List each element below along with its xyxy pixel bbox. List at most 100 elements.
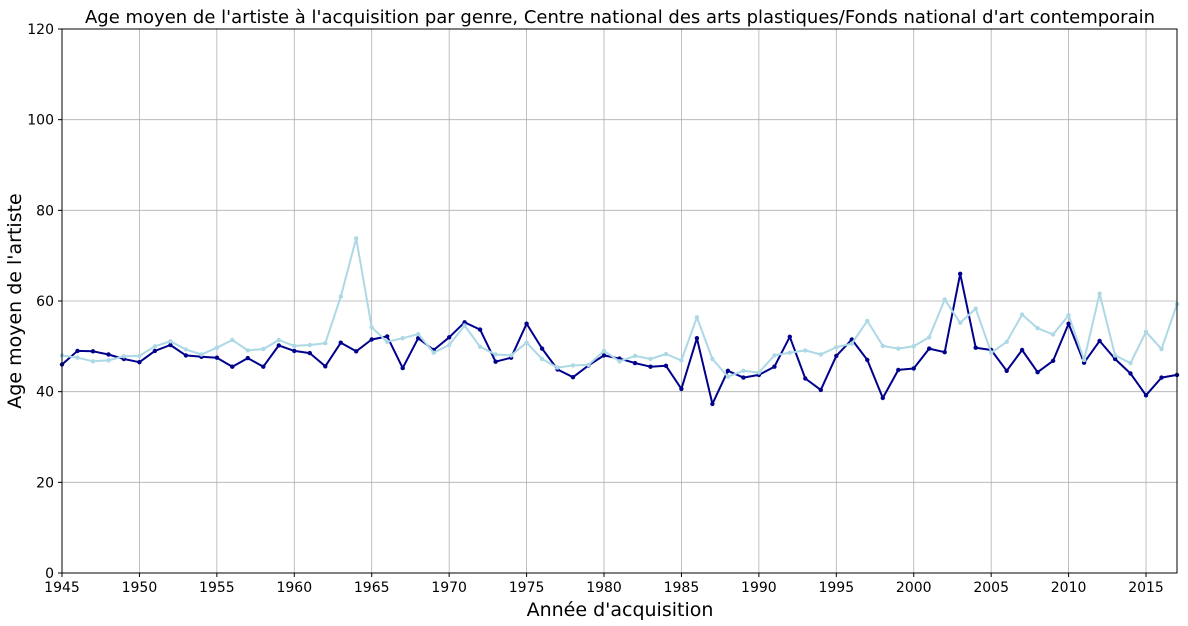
series-2-point	[354, 236, 359, 241]
series-2	[59, 236, 1180, 379]
series-2-point	[973, 306, 978, 311]
series-2-point	[725, 374, 731, 379]
series-1-point	[803, 376, 808, 381]
x-tick-label: 1980	[586, 580, 622, 596]
series-1-point	[973, 345, 978, 350]
series-2-point	[261, 346, 266, 352]
series-1-point	[601, 353, 607, 358]
y-axis: 0 20 40 60 80 100 120	[27, 22, 62, 582]
series-1-point	[1035, 370, 1040, 375]
series-1-point	[880, 395, 885, 401]
series-2-point	[276, 337, 281, 343]
series-2-point	[214, 345, 220, 350]
series-1-point	[261, 364, 266, 369]
series-1-point	[447, 335, 452, 340]
series-2-point	[710, 356, 715, 362]
series-2-point	[90, 359, 96, 364]
series-1-point	[834, 353, 839, 359]
x-tick-label: 1985	[664, 580, 700, 596]
series-2-point	[942, 297, 947, 302]
series-2-point	[911, 344, 916, 349]
series-2-point	[849, 341, 854, 346]
series-1-point	[477, 327, 483, 332]
series-1-point	[354, 349, 359, 354]
series-1-point	[896, 367, 901, 373]
series-2-point	[586, 362, 591, 368]
series-1-point	[1004, 368, 1009, 373]
series-2-point	[679, 358, 684, 363]
series-1-point	[1097, 338, 1102, 344]
x-tick-label: 1995	[818, 580, 854, 596]
series-1-point	[1112, 356, 1118, 362]
series-1-point	[183, 353, 189, 358]
series-2-point	[803, 348, 808, 353]
series-2-point	[1035, 326, 1040, 331]
series-1-point	[911, 366, 916, 371]
series-2-point	[369, 325, 374, 330]
series-2-point	[106, 358, 111, 363]
x-axis-title: Année d'acquisition	[527, 599, 714, 621]
series-2-point	[648, 356, 653, 362]
series-2-point	[1097, 291, 1102, 296]
series-1-point	[369, 337, 374, 342]
series-2-point	[416, 331, 421, 337]
series-2-point	[632, 353, 638, 359]
series-1-point	[772, 364, 777, 369]
series-2-point	[772, 353, 777, 358]
series-2-point	[477, 344, 483, 349]
y-tick-label: 100	[27, 113, 54, 129]
series-1-point	[927, 346, 932, 351]
x-tick-label: 2010	[1051, 580, 1087, 596]
x-tick-label: 1975	[509, 580, 545, 596]
series-1-point	[524, 321, 529, 326]
x-tick-label: 1955	[199, 580, 235, 596]
series-1-point	[1143, 393, 1149, 398]
series-1-point	[1066, 321, 1071, 326]
series-2-point	[121, 354, 127, 359]
series-2-point	[865, 318, 870, 324]
series-1-point	[865, 357, 870, 363]
series-1-point	[539, 346, 545, 351]
series-2-point	[493, 352, 498, 357]
series-2-point	[199, 352, 204, 357]
series-2-point	[741, 368, 746, 373]
series-2-point	[307, 342, 312, 348]
series-2-point	[431, 350, 436, 355]
series-1-point	[416, 336, 421, 341]
series-2-point	[834, 345, 839, 350]
series-layer	[59, 236, 1180, 407]
series-1-point	[648, 364, 653, 369]
series-1-point	[276, 343, 281, 348]
x-tick-label: 1965	[354, 580, 390, 596]
y-tick-label: 40	[36, 385, 54, 401]
series-1-point	[137, 360, 142, 365]
series-1-point	[292, 348, 297, 354]
series-2-point	[230, 337, 235, 343]
series-2-point	[245, 348, 250, 353]
series-2-point	[539, 356, 545, 362]
series-1-point	[741, 375, 746, 380]
series-2-point	[880, 343, 885, 349]
series-2-point	[385, 339, 390, 344]
series-1-point	[1019, 347, 1025, 353]
series-1-point	[75, 348, 80, 354]
x-tick-label: 1945	[44, 580, 80, 596]
series-1-point	[230, 364, 235, 369]
series-1-point	[493, 359, 498, 364]
series-1-point	[400, 365, 405, 371]
series-1-point	[663, 363, 669, 368]
y-tick-label: 0	[45, 566, 54, 582]
series-2-point	[694, 315, 700, 320]
x-tick-label: 1950	[122, 580, 158, 596]
series-2-point	[896, 346, 901, 351]
series-1-point	[307, 350, 312, 356]
series-2-point	[989, 350, 994, 355]
series-1-point	[323, 364, 328, 369]
series-1-point	[462, 320, 467, 325]
series-2-point	[555, 365, 560, 370]
series-1-point	[1128, 371, 1133, 376]
series-2-point	[756, 370, 762, 375]
series-1-point	[168, 342, 173, 348]
